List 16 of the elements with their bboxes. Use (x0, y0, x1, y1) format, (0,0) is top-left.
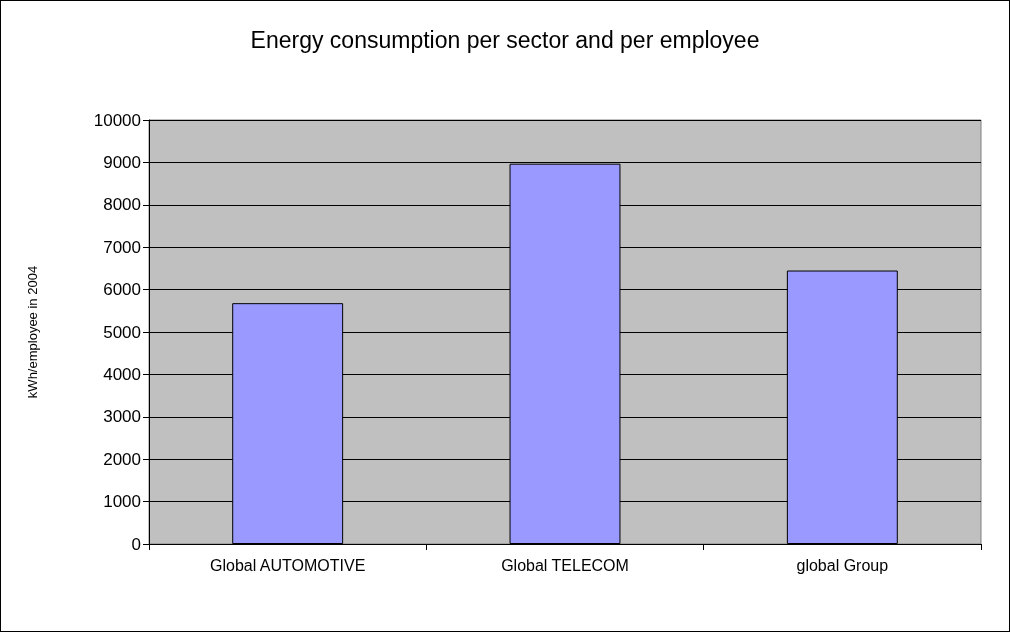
y-tick-label: 3000 (103, 407, 141, 427)
chart-title: Energy consumption per sector and per employee (250, 26, 760, 53)
y-tick-label: 8000 (103, 195, 141, 215)
y-tick-label: 4000 (103, 364, 141, 384)
y-tick-label: 9000 (103, 152, 141, 172)
y-tick-label: 2000 (103, 449, 141, 469)
y-tick-label: 0 (131, 534, 141, 554)
x-tick-label: Global TELECOM (501, 557, 629, 574)
y-tick-label: 1000 (103, 492, 141, 512)
y-tick-label: 6000 (103, 280, 141, 300)
x-tick-label: Global AUTOMOTIVE (210, 557, 366, 574)
y-tick-label: 10000 (93, 110, 141, 130)
y-tick-label: 5000 (103, 322, 141, 342)
y-tick-label: 7000 (103, 237, 141, 257)
y-axis-title: kWh/employee in 2004 (25, 265, 40, 399)
x-tick-label: global Group (796, 557, 889, 574)
